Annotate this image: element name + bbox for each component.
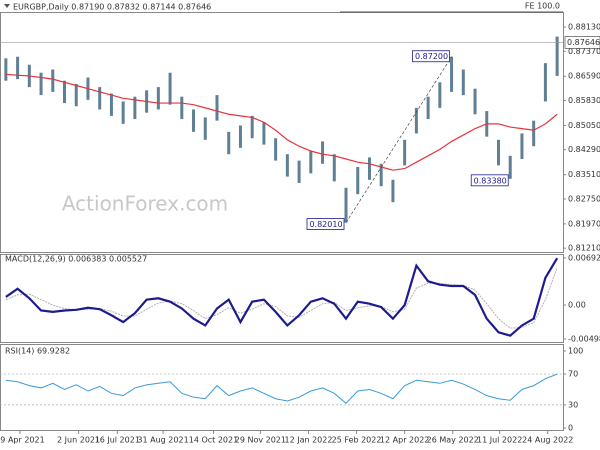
x-tick-label: 11 Jul 2022: [477, 436, 522, 445]
x-tick-label: 26 May 2022: [427, 436, 479, 445]
y-tick-label: -0.004987: [568, 334, 600, 343]
x-tick-label: 24 Aug 2022: [522, 436, 573, 445]
y-tick-label: 0.84290: [568, 145, 600, 154]
y-tick-label: 70: [568, 370, 578, 379]
y-tick-label: 0.85830: [568, 96, 600, 105]
x-tick-label: 12 Jan 2022: [284, 436, 332, 445]
watermark: ActionForex.com: [62, 192, 228, 216]
annotation-label: 0.82010: [309, 220, 342, 229]
x-tick-label: 29 Nov 2021: [235, 436, 286, 445]
y-tick-label: 0.81210: [568, 244, 600, 253]
y-tick-label: 100: [568, 346, 583, 355]
macd-line: [5, 257, 559, 337]
macd-title: MACD(12,26,9) 0.006383 0.005527: [5, 255, 147, 264]
macd-panel: [0, 254, 564, 343]
fib-line: [345, 56, 452, 223]
rsi-title: RSI(14) 69.9282: [5, 347, 70, 356]
price-panel: [0, 12, 564, 253]
last-price-label: 0.87646: [567, 38, 600, 47]
y-tick-label: 0.83510: [568, 170, 600, 179]
annotation-label: 0.83380: [474, 176, 507, 185]
y-tick-label: 0.00: [568, 301, 586, 310]
symbol-icon: [4, 4, 10, 8]
chart-title: EURGBP,Daily 0.87190 0.87832 0.87144 0.8…: [13, 3, 211, 12]
x-tick-label: 12 Apr 2022: [380, 436, 429, 445]
y-tick-label: 0: [568, 423, 573, 432]
annotation-box: [470, 174, 509, 187]
y-tick-label: 0.87370: [568, 47, 600, 56]
last-price-box: [564, 36, 600, 49]
x-tick-label: 2 Jun 2021: [57, 436, 100, 445]
y-tick-label: 0.82750: [568, 194, 600, 203]
y-tick-label: 0.006925: [568, 253, 600, 262]
x-tick-label: 19 Apr 2021: [0, 436, 45, 445]
rsi-line: [5, 373, 558, 405]
fe-label: FE 100.0: [525, 2, 560, 11]
annotation-box: [412, 50, 450, 63]
x-tick-label: 16 Jul 2021: [95, 436, 140, 445]
y-tick-label: 30: [568, 400, 578, 409]
rsi-panel: [0, 344, 564, 431]
x-tick-label: 31 Aug 2021: [137, 436, 188, 445]
x-tick-label: 14 Oct 2021: [189, 436, 238, 445]
annotation-box: [306, 218, 345, 230]
y-tick-label: 0.81970: [568, 219, 600, 228]
x-tick-label: 25 Feb 2022: [332, 436, 382, 445]
annotation-label: 0.87200: [415, 52, 448, 61]
y-tick-label: 0.86590: [568, 72, 600, 81]
moving-average: [5, 73, 558, 171]
y-tick-label: 0.85050: [568, 121, 600, 130]
y-tick-label: 0.88130: [568, 23, 600, 32]
